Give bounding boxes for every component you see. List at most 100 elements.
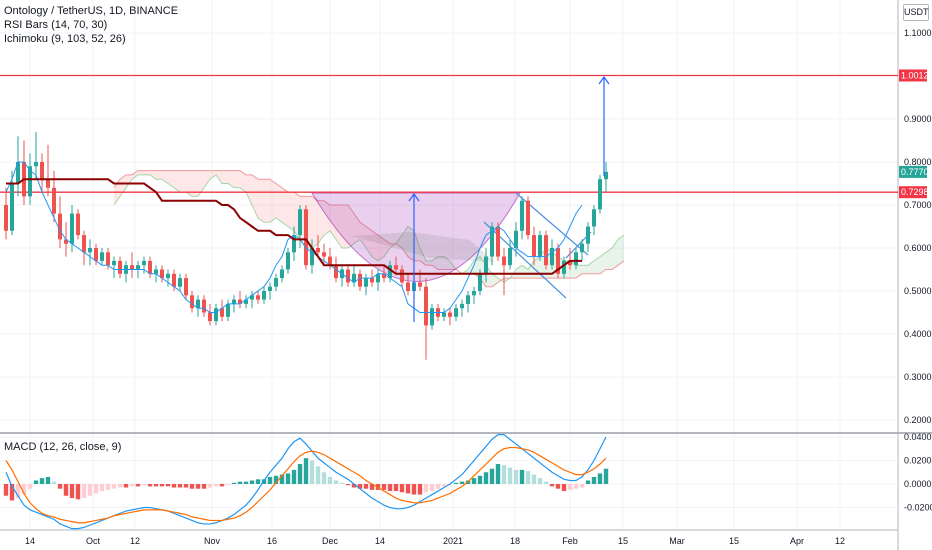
ichimoku-cloud-segment [216, 170, 222, 184]
macd-histogram-bar [333, 480, 339, 484]
ichimoku-cloud-segment [372, 230, 378, 261]
ichimoku-cloud-segment [150, 170, 156, 180]
candle-body [166, 273, 170, 279]
macd-histogram-bar [489, 468, 495, 484]
macd-histogram-bar [123, 484, 129, 488]
time-tick-label: 12 [130, 536, 140, 546]
candle-body [388, 265, 392, 279]
macd-histogram-bar [417, 484, 423, 495]
macd-histogram-bar [573, 484, 579, 489]
candle-body [46, 179, 50, 188]
ichimoku-cloud-segment [240, 170, 246, 193]
candle-body [286, 252, 290, 270]
macd-histogram-bar [393, 484, 399, 492]
candle-body [274, 278, 278, 287]
ichimoku-cloud-segment [138, 170, 144, 175]
ichimoku-cloud-segment [468, 260, 474, 274]
candle-body [250, 295, 254, 300]
ichimoku-cloud-segment [384, 239, 390, 257]
ichimoku-conversion-line [5, 161, 583, 313]
candle-body [76, 213, 80, 236]
macd-histogram-bar [561, 484, 567, 492]
ichimoku-leading-span-a [113, 174, 625, 284]
chart-legend: Ontology / TetherUS, 1D, BINANCE RSI Bar… [4, 4, 178, 46]
macd-histogram-bar [399, 484, 405, 493]
candle-body [244, 299, 248, 304]
ichimoku-cloud-segment [120, 174, 126, 197]
candle-body [484, 256, 488, 274]
price-tick-label: 0.9000 [904, 114, 932, 124]
time-tick-label: 12 [835, 536, 845, 546]
candle-body [502, 256, 506, 266]
candle-body [280, 269, 284, 279]
candle-body [508, 248, 512, 266]
time-tick-label: 2021 [443, 536, 463, 546]
macd-histogram-bar [39, 478, 45, 484]
macd-histogram-bar [429, 484, 435, 492]
ichimoku-cloud-segment [438, 256, 444, 270]
macd-histogram-bar [111, 484, 117, 489]
handle-shade [352, 232, 495, 262]
ichimoku-legend[interactable]: Ichimoku (9, 103, 52, 26) [4, 33, 126, 45]
candle-body [394, 265, 398, 270]
macd-histogram-bar [423, 484, 429, 493]
candle-body [298, 209, 302, 236]
candle-body [4, 205, 8, 231]
candle-body [322, 252, 326, 257]
macd-histogram-bar [297, 464, 303, 484]
time-tick-label: 15 [618, 536, 628, 546]
macd-histogram-bar [75, 484, 81, 500]
macd-tick-label: 0.0400 [904, 432, 932, 442]
ichimoku-cloud-segment [348, 205, 354, 248]
price-label-box [899, 186, 927, 199]
price-tick-label: 0.3000 [904, 372, 932, 382]
candle-body [346, 269, 350, 283]
ichimoku-cloud-segment [426, 260, 432, 266]
macd-histogram-bar [363, 484, 369, 489]
candle-body [514, 230, 518, 248]
ichimoku-cloud-segment [276, 183, 282, 223]
macd-histogram-bar [285, 473, 291, 484]
candle-body [538, 235, 542, 257]
ichimoku-cloud-segment [126, 174, 132, 188]
candle-body [136, 265, 140, 270]
macd-histogram-bar [327, 476, 333, 484]
macd-histogram-bar [9, 484, 15, 501]
ichimoku-cloud-segment [354, 213, 360, 244]
currency-button[interactable]: USDT [903, 4, 929, 21]
ichimoku-cloud-segment [582, 265, 588, 274]
candle-body [556, 248, 560, 274]
macd-histogram-bar [435, 484, 441, 489]
candle-body [16, 162, 20, 184]
ichimoku-cloud-segment [366, 226, 372, 257]
ichimoku-cloud-segment [576, 265, 582, 279]
ichimoku-cloud-segment [402, 226, 408, 257]
macd-histogram-bar [531, 474, 537, 484]
macd-histogram-bar [135, 484, 141, 487]
macd-histogram-bar [315, 466, 321, 484]
candle-body [172, 273, 176, 287]
ichimoku-cloud-segment [210, 170, 216, 180]
candle-body [490, 226, 494, 257]
candle-body [442, 312, 446, 317]
candle-body [544, 235, 548, 266]
ichimoku-cloud-segment [246, 174, 252, 205]
ichimoku-cloud-segment [234, 170, 240, 188]
macd-histogram-bar [165, 484, 171, 487]
candle-body [550, 248, 554, 266]
candle-body [328, 256, 332, 266]
macd-histogram-bar [93, 484, 99, 494]
rsi-bars-legend[interactable]: RSI Bars (14, 70, 30) [4, 19, 108, 31]
macd-histogram-bar [501, 465, 507, 484]
symbol-title[interactable]: Ontology / TetherUS, 1D, BINANCE [4, 5, 179, 17]
price-tick-label: 0.4000 [904, 329, 932, 339]
macd-histogram-bar [339, 482, 345, 484]
candle-body [448, 312, 452, 317]
macd-histogram-bar [567, 484, 573, 490]
macd-histogram-bar [603, 468, 609, 484]
price-tick-label: 0.8000 [904, 157, 932, 167]
ichimoku-cloud-segment [132, 170, 138, 180]
candle-body [238, 299, 242, 304]
macd-legend[interactable]: MACD (12, 26, close, 9) [4, 441, 122, 453]
